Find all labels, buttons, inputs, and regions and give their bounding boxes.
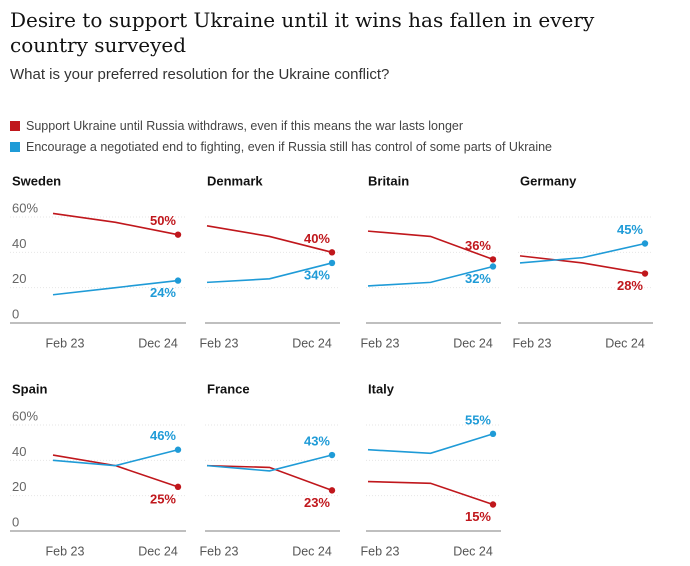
value-label: 55% [465,412,491,427]
end-point [641,240,649,247]
value-label: 15% [465,509,491,524]
legend-label: Encourage a negotiated end to fighting, … [26,140,552,154]
series-line [367,230,494,261]
end-point [328,259,336,267]
series-line [367,265,494,287]
series-line [367,480,494,506]
end-point [174,446,182,453]
end-point [489,430,497,438]
value-label: 46% [150,428,176,443]
series-line [52,448,179,467]
y-tick-label: 0 [12,306,19,321]
y-tick-label: 60% [12,408,38,423]
series-line [206,225,333,254]
value-label: 34% [304,267,330,282]
legend-item: Support Ukraine until Russia withdraws, … [10,119,463,133]
panel-title: Britain [368,173,409,188]
end-point [328,451,336,459]
x-tick-label: Feb 23 [46,544,85,558]
series-line [52,454,179,488]
x-tick-label: Dec 24 [292,544,332,558]
value-label: 50% [150,213,176,228]
y-tick-label: 40 [12,236,26,251]
end-point [489,501,497,508]
series-line [52,212,179,236]
value-label: 32% [465,271,491,286]
x-tick-label: Feb 23 [513,336,552,350]
series-line [206,262,333,284]
x-tick-label: Dec 24 [138,544,178,558]
end-point [174,483,182,491]
x-tick-label: Dec 24 [605,336,645,350]
y-tick-label: 20 [12,479,26,494]
end-point [489,263,497,270]
y-tick-label: 60% [12,200,38,215]
legend-swatch [10,142,20,152]
x-tick-label: Feb 23 [200,336,239,350]
value-label: 40% [304,231,330,246]
panel-title: Italy [368,381,395,396]
series-line [206,464,333,492]
panel-title: Denmark [207,173,263,188]
series-line [519,255,646,275]
panel-title: France [207,381,250,396]
end-point [328,487,336,494]
x-tick-label: Feb 23 [361,336,400,350]
value-label: 36% [465,238,491,253]
x-tick-label: Feb 23 [200,544,239,558]
legend-swatch [10,121,20,131]
panel-title: Sweden [12,173,61,188]
x-tick-label: Feb 23 [361,544,400,558]
x-tick-label: Dec 24 [138,336,178,350]
x-tick-label: Feb 23 [46,336,85,350]
x-tick-label: Dec 24 [453,544,493,558]
panel-title: Germany [520,173,577,188]
end-point [174,231,182,238]
end-point [489,256,497,263]
legend-item: Encourage a negotiated end to fighting, … [10,140,552,154]
value-label: 43% [304,433,330,448]
value-label: 45% [617,222,643,237]
series-line [519,242,646,264]
value-label: 25% [150,491,176,506]
end-point [174,277,182,284]
x-tick-label: Dec 24 [453,336,493,350]
series-line [367,433,494,455]
end-point [328,249,336,256]
series-line [206,454,333,472]
end-point [641,270,649,277]
value-label: 23% [304,495,330,510]
y-tick-label: 20 [12,271,26,286]
subtitle: What is your preferred resolution for th… [10,66,390,83]
x-tick-label: Dec 24 [292,336,332,350]
value-label: 24% [150,285,176,300]
value-label: 28% [617,278,643,293]
panel-title: Spain [12,381,47,396]
series-line [52,279,179,296]
title: Desire to support Ukraine until it wins … [10,8,595,57]
legend-label: Support Ukraine until Russia withdraws, … [26,119,464,133]
y-tick-label: 0 [12,514,19,529]
y-tick-label: 40 [12,444,26,459]
